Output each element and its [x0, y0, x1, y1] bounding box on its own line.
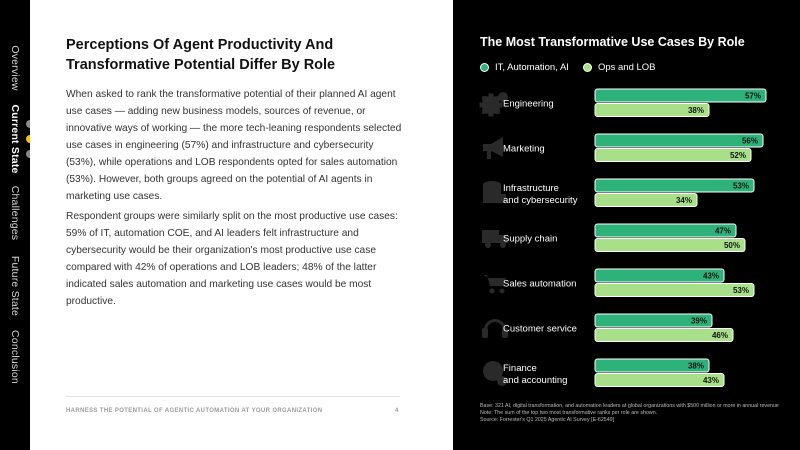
- footer-text: HARNESS THE POTENTIAL OF AGENTIC AUTOMAT…: [66, 408, 323, 414]
- category-label-sales-automation: Sales automation: [503, 279, 576, 290]
- chart-legend: IT, Automation, AI Ops and LOB: [480, 62, 670, 73]
- chart-note-source: Source: Forrester's Q1 2025 Agentic AI S…: [480, 416, 615, 423]
- bar-ops-infrastructure-and-cybersecurity: [594, 193, 698, 207]
- megaphone-icon: [483, 137, 503, 159]
- legend-label-it: IT, Automation, AI: [495, 62, 569, 73]
- bar-group-customer-service: Customer service 39% 46%: [482, 313, 734, 342]
- category-label-infrastructure-and-cybersecurity-line-1: Infrastructure: [503, 183, 559, 194]
- legend-item-it: IT, Automation, AI: [480, 62, 569, 73]
- footer-divider: [66, 396, 400, 397]
- chart-title: The Most Transformative Use Cases By Rol…: [480, 35, 745, 49]
- legend-label-ops: Ops and LOB: [597, 62, 656, 73]
- section-nav: Overview Current State Challenges Future…: [0, 0, 34, 450]
- bar-ops-customer-service: [594, 328, 734, 342]
- bar-ops-supply-chain: [594, 238, 746, 252]
- value-label-ops-finance-and-accounting: 43%: [703, 376, 719, 385]
- chart-note-note: Note: The sum of the top two most transf…: [480, 409, 658, 416]
- category-label-marketing: Marketing: [503, 144, 545, 155]
- value-label-it-customer-service: 39%: [691, 317, 707, 326]
- bar-ops-sales-automation: [594, 283, 755, 297]
- category-label-customer-service: Customer service: [503, 324, 577, 335]
- body-text: When asked to rank the transformative po…: [66, 86, 404, 313]
- nav-item-current-state[interactable]: Current State: [9, 104, 21, 174]
- bar-it-marketing: [594, 133, 764, 148]
- chart-note-base: Base: 321 AI, digital transformation, an…: [480, 403, 779, 409]
- bar-it-customer-service: [594, 313, 713, 328]
- value-label-it-engineering: 57%: [745, 92, 761, 101]
- category-label-supply-chain: Supply chain: [503, 234, 557, 245]
- bar-it-infrastructure-and-cybersecurity: [594, 178, 755, 193]
- bar-ops-marketing: [594, 148, 752, 162]
- value-label-it-supply-chain: 47%: [715, 227, 731, 236]
- value-label-it-marketing: 56%: [742, 137, 758, 146]
- bar-it-engineering: [594, 88, 767, 103]
- value-label-ops-sales-automation: 53%: [733, 286, 749, 295]
- value-label-ops-infrastructure-and-cybersecurity: 34%: [676, 196, 692, 205]
- value-label-it-finance-and-accounting: 38%: [688, 362, 704, 371]
- nav-item-overview[interactable]: Overview: [9, 45, 21, 91]
- value-label-ops-supply-chain: 50%: [724, 241, 740, 250]
- chart-notes: Base: 321 AI, digital transformation, an…: [480, 403, 780, 423]
- value-label-ops-customer-service: 46%: [712, 331, 728, 340]
- bar-ops-engineering: [594, 103, 710, 117]
- bar-ops-finance-and-accounting: [594, 373, 725, 387]
- value-label-ops-engineering: 38%: [688, 106, 704, 115]
- nav-item-future-state[interactable]: Future State: [9, 255, 21, 317]
- gear-icon: [479, 92, 508, 117]
- database-lock-icon: [483, 181, 506, 203]
- bar-group-engineering: Engineering 57% 38%: [479, 88, 767, 117]
- value-label-ops-marketing: 52%: [730, 151, 746, 160]
- legend-swatch-ops: [582, 63, 592, 72]
- legend-item-ops: Ops and LOB: [582, 62, 656, 73]
- body-paragraph-1: When asked to rank the transformative po…: [66, 89, 402, 202]
- category-label-infrastructure-and-cybersecurity-line-2: and cybersecurity: [503, 195, 578, 206]
- nav-item-conclusion[interactable]: Conclusion: [9, 330, 21, 384]
- content-panel: Perceptions Of Agent Productivity And Tr…: [30, 0, 453, 450]
- category-label-finance-and-accounting-line-2: and accounting: [503, 375, 567, 386]
- category-label-finance-and-accounting-line-1: Finance: [503, 363, 537, 374]
- value-label-it-sales-automation: 43%: [703, 272, 719, 281]
- value-label-it-infrastructure-and-cybersecurity: 53%: [733, 182, 749, 191]
- bar-it-supply-chain: [594, 223, 737, 238]
- headset-icon: [482, 319, 508, 338]
- chart-panel: The Most Transformative Use Cases By Rol…: [453, 0, 800, 450]
- category-label-engineering: Engineering: [503, 99, 554, 110]
- body-paragraph-2: Respondent groups were similarly split o…: [66, 211, 398, 307]
- nav-item-challenges[interactable]: Challenges: [9, 185, 21, 241]
- cart-cycle-icon: [483, 275, 506, 294]
- bar-it-finance-and-accounting: [594, 358, 710, 373]
- truck-icon: [482, 230, 508, 248]
- page-number: 4: [395, 408, 399, 414]
- bar-group-sales-automation: Sales automation 43% 53%: [483, 268, 755, 297]
- bar-chart: Engineering 57% 38% Marketing 56% 52% Infrastr…: [479, 88, 767, 387]
- legend-swatch-it: [480, 63, 489, 72]
- dollar-cycle-icon: [483, 361, 507, 386]
- bar-group-marketing: Marketing 56% 52%: [483, 133, 764, 162]
- bar-it-sales-automation: [594, 268, 725, 283]
- bar-group-supply-chain: Supply chain 47% 50%: [482, 223, 746, 252]
- page-title: Perceptions Of Agent Productivity And Tr…: [66, 37, 336, 73]
